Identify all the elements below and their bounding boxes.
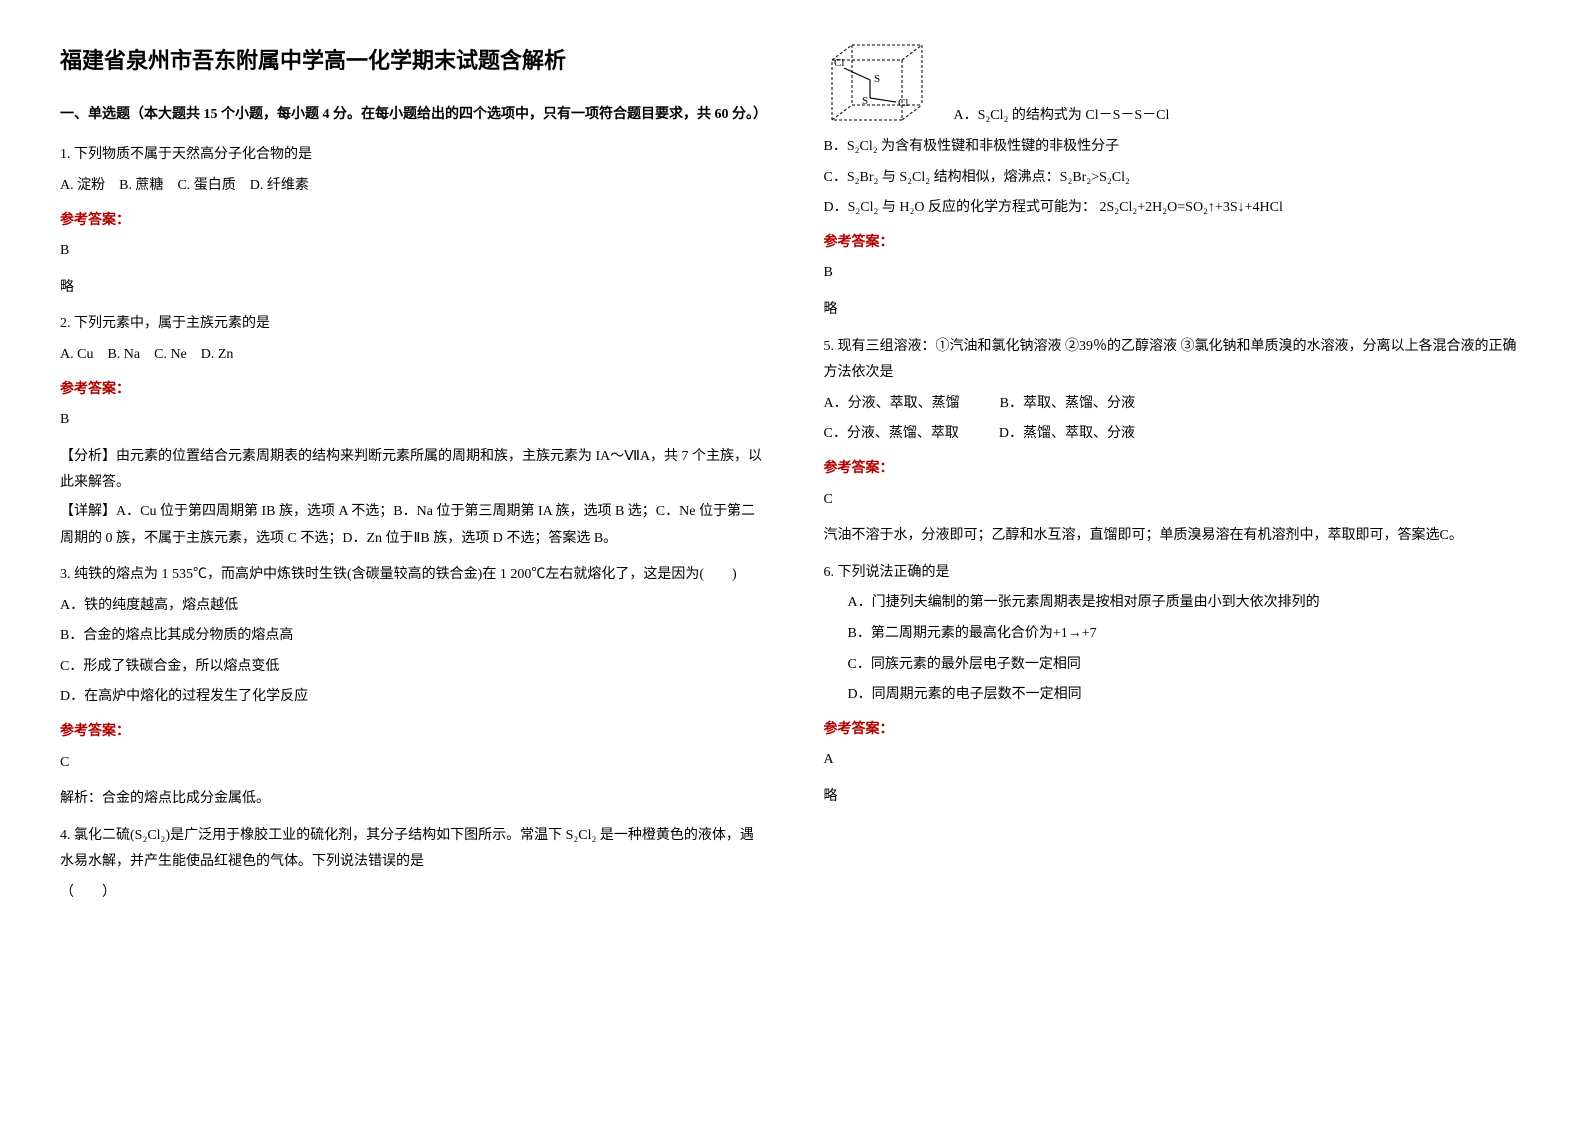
q3-option-c: C．形成了铁碳合金，所以熔点变低 (60, 654, 764, 681)
page-container: 福建省泉州市吾东附属中学高一化学期末试题含解析 一、单选题（本大题共 15 个小… (60, 40, 1527, 911)
q4-option-c: C．S₂Br₂ 与 S₂Cl₂ 结构相似，熔沸点：S₂Br₂>S₂Cl₂ (824, 165, 1528, 192)
svg-text:Cl: Cl (898, 97, 908, 109)
s2cl2-structure-diagram: Cl S S Cl (824, 40, 934, 130)
svg-text:S: S (874, 73, 880, 85)
q5-stem: 5. 现有三组溶液：①汽油和氯化钠溶液 ②39％的乙醇溶液 ③氯化钠和单质溴的水… (824, 334, 1528, 387)
q6-option-d: D．同周期元素的电子层数不一定相同 (824, 682, 1528, 709)
page-title: 福建省泉州市吾东附属中学高一化学期末试题含解析 (60, 40, 764, 82)
q6-option-c: C．同族元素的最外层电子数一定相同 (824, 652, 1528, 679)
right-column: Cl S S Cl A．S₂Cl₂ 的结构式为 Cl－S－S－Cl B．S₂Cl… (824, 40, 1528, 911)
q1-answer: B (60, 238, 764, 265)
q4-stem: 4. 氯化二硫(S₂Cl₂)是广泛用于橡胶工业的硫化剂，其分子结构如下图所示。常… (60, 823, 764, 876)
q4-option-d: D．S₂Cl₂ 与 H₂O 反应的化学方程式可能为： 2S₂Cl₂+2H₂O=S… (824, 195, 1528, 222)
q4-answer-label: 参考答案： (824, 230, 1528, 257)
q5-option-c: C．分液、蒸馏、萃取 (824, 421, 959, 448)
q5-options-row1: A．分液、萃取、蒸馏 B．萃取、蒸馏、分液 (824, 391, 1528, 418)
q2-answer-label: 参考答案： (60, 377, 764, 404)
q3-option-b: B．合金的熔点比其成分物质的熔点高 (60, 623, 764, 650)
q6-option-a: A．门捷列夫编制的第一张元素周期表是按相对原子质量由小到大依次排列的 (824, 590, 1528, 617)
section-1-text: 一、单选题（本大题共 15 个小题，每小题 4 分。在每小题给出的四个选项中，只… (60, 107, 767, 122)
q6-option-b: B．第二周期元素的最高化合价为+1→+7 (824, 621, 1528, 648)
q5-answer: C (824, 487, 1528, 514)
q5-option-a: A．分液、萃取、蒸馏 (824, 391, 960, 418)
q1-options: A. 淀粉 B. 蔗糖 C. 蛋白质 D. 纤维素 (60, 173, 764, 200)
q3-option-a: A．铁的纯度越高，熔点越低 (60, 593, 764, 620)
q6-stem: 6. 下列说法正确的是 (824, 560, 1528, 587)
q1-explanation: 略 (60, 275, 764, 302)
q6-answer: A (824, 747, 1528, 774)
q3-answer-label: 参考答案： (60, 719, 764, 746)
q5-option-d: D．蒸馏、萃取、分液 (999, 421, 1135, 448)
q5-options-row2: C．分液、蒸馏、萃取 D．蒸馏、萃取、分液 (824, 421, 1528, 448)
svg-text:S: S (862, 95, 868, 107)
q3-answer: C (60, 750, 764, 777)
q5-option-b: B．萃取、蒸馏、分液 (1000, 391, 1135, 418)
q3-explanation: 解析：合金的熔点比成分金属低。 (60, 786, 764, 813)
q6-explanation: 略 (824, 784, 1528, 811)
q6-answer-label: 参考答案： (824, 717, 1528, 744)
svg-text:Cl: Cl (834, 57, 844, 69)
q4-option-b: B．S₂Cl₂ 为含有极性键和非极性键的非极性分子 (824, 134, 1528, 161)
q4-answer: B (824, 260, 1528, 287)
q4-diagram-row: Cl S S Cl A．S₂Cl₂ 的结构式为 Cl－S－S－Cl (824, 40, 1528, 130)
q3-stem: 3. 纯铁的熔点为 1 535℃，而高炉中炼铁时生铁(含碳量较高的铁合金)在 1… (60, 562, 764, 589)
q2-options: A. Cu B. Na C. Ne D. Zn (60, 342, 764, 369)
left-column: 福建省泉州市吾东附属中学高一化学期末试题含解析 一、单选题（本大题共 15 个小… (60, 40, 764, 911)
q5-explanation: 汽油不溶于水，分液即可；乙醇和水互溶，直馏即可；单质溴易溶在有机溶剂中，萃取即可… (824, 523, 1528, 550)
q2-explanation-1: 【分析】由元素的位置结合元素周期表的结构来判断元素所属的周期和族，主族元素为 I… (60, 444, 764, 497)
q4-explanation: 略 (824, 297, 1528, 324)
q1-stem: 1. 下列物质不属于天然高分子化合物的是 (60, 142, 764, 169)
q2-answer: B (60, 407, 764, 434)
q5-answer-label: 参考答案： (824, 456, 1528, 483)
q3-option-d: D．在高炉中熔化的过程发生了化学反应 (60, 684, 764, 711)
q4-paren: （ ） (60, 880, 764, 907)
q2-explanation-2: 【详解】A．Cu 位于第四周期第 IB 族，选项 A 不选；B．Na 位于第三周… (60, 499, 764, 552)
section-1-heading: 一、单选题（本大题共 15 个小题，每小题 4 分。在每小题给出的四个选项中，只… (60, 102, 764, 129)
q4-option-a: A．S₂Cl₂ 的结构式为 Cl－S－S－Cl (954, 103, 1170, 130)
q2-stem: 2. 下列元素中，属于主族元素的是 (60, 311, 764, 338)
q1-answer-label: 参考答案： (60, 208, 764, 235)
